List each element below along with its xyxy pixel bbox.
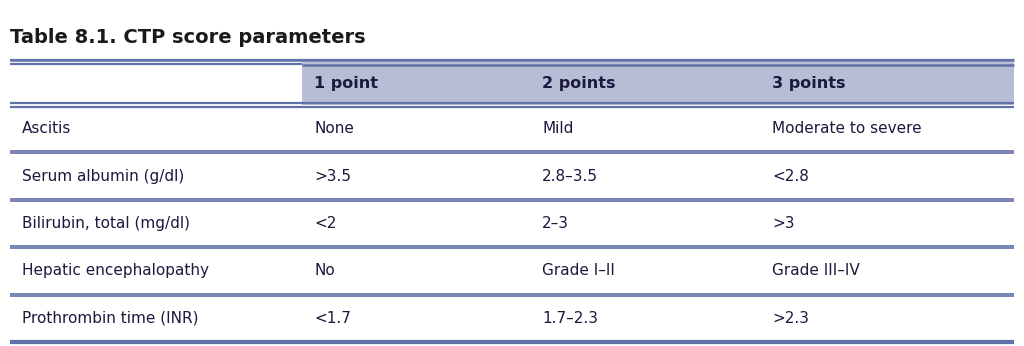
Text: 2–3: 2–3 bbox=[542, 216, 569, 231]
Text: >3.5: >3.5 bbox=[314, 169, 351, 184]
Text: Grade III–IV: Grade III–IV bbox=[772, 263, 860, 279]
Text: Mild: Mild bbox=[542, 121, 573, 136]
Text: Ascitis: Ascitis bbox=[22, 121, 72, 136]
Text: Table 8.1. CTP score parameters: Table 8.1. CTP score parameters bbox=[10, 28, 366, 47]
Text: <2: <2 bbox=[314, 216, 336, 231]
Text: <2.8: <2.8 bbox=[772, 169, 809, 184]
Text: 2.8–3.5: 2.8–3.5 bbox=[542, 169, 598, 184]
Text: 2 points: 2 points bbox=[542, 76, 615, 91]
Text: None: None bbox=[314, 121, 354, 136]
Text: Prothrombin time (INR): Prothrombin time (INR) bbox=[22, 311, 199, 326]
Text: Serum albumin (g/dl): Serum albumin (g/dl) bbox=[22, 169, 184, 184]
Text: Moderate to severe: Moderate to severe bbox=[772, 121, 922, 136]
Text: Bilirubin, total (mg/dl): Bilirubin, total (mg/dl) bbox=[22, 216, 190, 231]
Text: No: No bbox=[314, 263, 335, 279]
Bar bbox=[302, 62, 1014, 105]
Text: 1 point: 1 point bbox=[314, 76, 378, 91]
Text: >3: >3 bbox=[772, 216, 795, 231]
Text: Grade I–II: Grade I–II bbox=[542, 263, 614, 279]
Text: >2.3: >2.3 bbox=[772, 311, 809, 326]
Text: Hepatic encephalopathy: Hepatic encephalopathy bbox=[22, 263, 209, 279]
Text: <1.7: <1.7 bbox=[314, 311, 351, 326]
Text: 1.7–2.3: 1.7–2.3 bbox=[542, 311, 598, 326]
Text: 3 points: 3 points bbox=[772, 76, 846, 91]
